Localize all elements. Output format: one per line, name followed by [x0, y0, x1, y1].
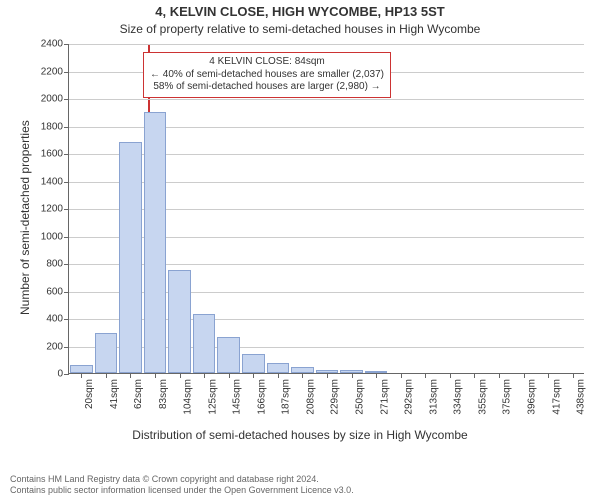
xtick-mark — [327, 373, 328, 378]
xtick-mark — [450, 373, 451, 378]
ygrid-line — [69, 99, 584, 100]
ytick-label: 1600 — [41, 149, 69, 160]
xtick-mark — [302, 373, 303, 378]
ytick-label: 200 — [46, 341, 69, 352]
x-axis-label: Distribution of semi-detached houses by … — [0, 428, 600, 442]
y-axis-label: Number of semi-detached properties — [18, 120, 32, 315]
bar — [267, 363, 290, 373]
xtick-label: 355sqm — [477, 379, 488, 415]
credits-text: Contains HM Land Registry data © Crown c… — [10, 474, 354, 496]
xtick-label: 62sqm — [133, 379, 144, 409]
bar — [193, 314, 216, 373]
xtick-mark — [204, 373, 205, 378]
xtick-mark — [229, 373, 230, 378]
xtick-label: 334sqm — [453, 379, 464, 415]
ytick-label: 400 — [46, 314, 69, 325]
xtick-mark — [81, 373, 82, 378]
bar — [119, 142, 142, 373]
ytick-label: 2200 — [41, 66, 69, 77]
xtick-label: 271sqm — [379, 379, 390, 415]
ytick-label: 1800 — [41, 121, 69, 132]
bar — [242, 354, 265, 373]
bar — [168, 270, 191, 373]
xtick-label: 313sqm — [428, 379, 439, 415]
xtick-mark — [499, 373, 500, 378]
xtick-label: 208sqm — [305, 379, 316, 415]
ytick-label: 600 — [46, 286, 69, 297]
xtick-mark — [548, 373, 549, 378]
xtick-label: 166sqm — [256, 379, 267, 415]
xtick-mark — [524, 373, 525, 378]
ytick-label: 1400 — [41, 176, 69, 187]
xtick-label: 104sqm — [183, 379, 194, 415]
xtick-label: 83sqm — [158, 379, 169, 409]
xtick-label: 20sqm — [84, 379, 95, 409]
ytick-label: 800 — [46, 259, 69, 270]
xtick-mark — [130, 373, 131, 378]
ytick-label: 0 — [57, 369, 69, 380]
xtick-label: 250sqm — [355, 379, 366, 415]
xtick-label: 417sqm — [551, 379, 562, 415]
xtick-label: 292sqm — [404, 379, 415, 415]
ytick-label: 2400 — [41, 39, 69, 50]
annotation-line: 58% of semi-detached houses are larger (… — [150, 81, 384, 94]
xtick-label: 41sqm — [109, 379, 120, 409]
annotation-line: ← 40% of semi-detached houses are smalle… — [150, 69, 384, 82]
xtick-mark — [352, 373, 353, 378]
bar — [70, 365, 93, 373]
xtick-mark — [425, 373, 426, 378]
xtick-label: 229sqm — [330, 379, 341, 415]
chart-subtitle: Size of property relative to semi-detach… — [0, 22, 600, 36]
ygrid-line — [69, 44, 584, 45]
xtick-mark — [401, 373, 402, 378]
annotation-line: 4 KELVIN CLOSE: 84sqm — [150, 56, 384, 69]
xtick-mark — [155, 373, 156, 378]
xtick-mark — [573, 373, 574, 378]
credits-line: Contains public sector information licen… — [10, 485, 354, 496]
chart-container: { "title": { "text": "4, KELVIN CLOSE, H… — [0, 0, 600, 500]
bar — [144, 112, 167, 373]
annotation-box: 4 KELVIN CLOSE: 84sqm← 40% of semi-detac… — [143, 52, 391, 98]
xtick-mark — [180, 373, 181, 378]
xtick-label: 125sqm — [207, 379, 218, 415]
ytick-label: 1200 — [41, 204, 69, 215]
ytick-label: 1000 — [41, 231, 69, 242]
xtick-mark — [376, 373, 377, 378]
bar — [217, 337, 240, 373]
xtick-mark — [253, 373, 254, 378]
credits-line: Contains HM Land Registry data © Crown c… — [10, 474, 354, 485]
plot-area: 0200400600800100012001400160018002000220… — [68, 44, 584, 374]
xtick-label: 375sqm — [502, 379, 513, 415]
xtick-label: 396sqm — [527, 379, 538, 415]
bar — [95, 333, 118, 373]
chart-title: 4, KELVIN CLOSE, HIGH WYCOMBE, HP13 5ST — [0, 4, 600, 19]
xtick-label: 438sqm — [576, 379, 587, 415]
ytick-label: 2000 — [41, 94, 69, 105]
xtick-mark — [106, 373, 107, 378]
xtick-mark — [474, 373, 475, 378]
xtick-label: 187sqm — [281, 379, 292, 415]
xtick-mark — [278, 373, 279, 378]
xtick-label: 145sqm — [232, 379, 243, 415]
